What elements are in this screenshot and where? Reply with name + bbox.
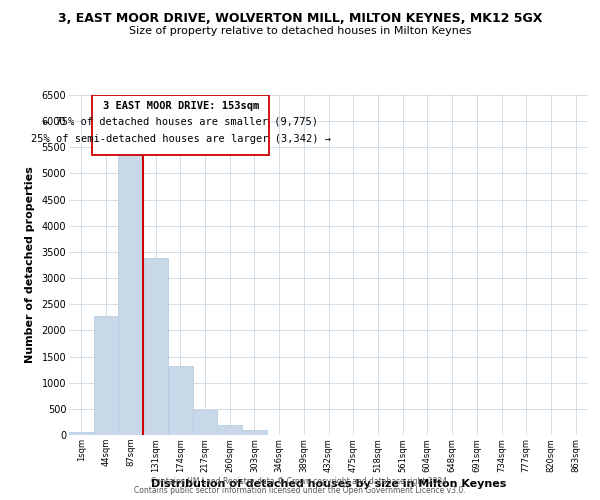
Bar <box>143 258 168 435</box>
Bar <box>94 316 118 435</box>
Text: 3, EAST MOOR DRIVE, WOLVERTON MILL, MILTON KEYNES, MK12 5GX: 3, EAST MOOR DRIVE, WOLVERTON MILL, MILT… <box>58 12 542 26</box>
Text: Contains HM Land Registry data © Crown copyright and database right 2024.: Contains HM Land Registry data © Crown c… <box>151 477 449 486</box>
FancyBboxPatch shape <box>92 95 269 155</box>
Text: Size of property relative to detached houses in Milton Keynes: Size of property relative to detached ho… <box>129 26 471 36</box>
Text: ← 75% of detached houses are smaller (9,775): ← 75% of detached houses are smaller (9,… <box>43 116 319 126</box>
Bar <box>242 430 267 435</box>
Bar <box>217 426 242 435</box>
Bar <box>193 410 217 435</box>
Text: 3 EAST MOOR DRIVE: 153sqm: 3 EAST MOOR DRIVE: 153sqm <box>103 101 259 111</box>
Bar <box>118 151 143 435</box>
Bar <box>168 366 193 435</box>
Bar <box>69 432 94 435</box>
Text: 25% of semi-detached houses are larger (3,342) →: 25% of semi-detached houses are larger (… <box>31 134 331 144</box>
X-axis label: Distribution of detached houses by size in Milton Keynes: Distribution of detached houses by size … <box>151 478 506 488</box>
Y-axis label: Number of detached properties: Number of detached properties <box>25 166 35 364</box>
Text: Contains public sector information licensed under the Open Government Licence v3: Contains public sector information licen… <box>134 486 466 495</box>
